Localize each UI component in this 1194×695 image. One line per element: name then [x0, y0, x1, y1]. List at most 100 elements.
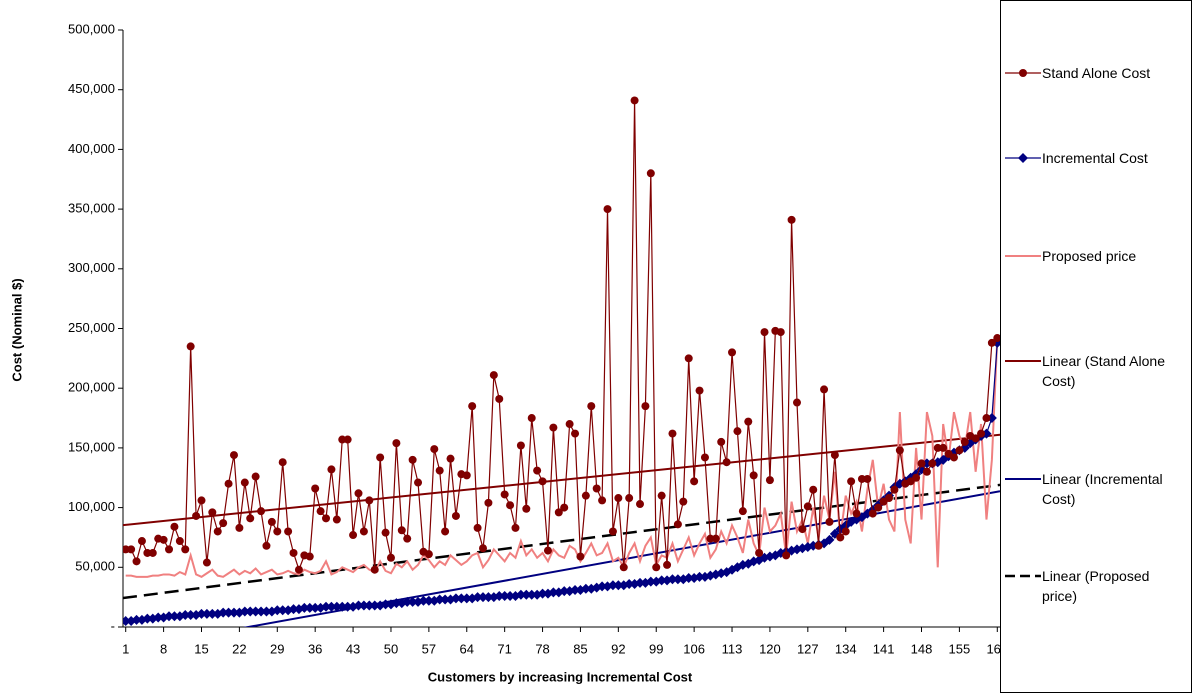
point	[359, 527, 368, 536]
x-tick-label: 50	[384, 641, 398, 656]
point	[311, 484, 320, 493]
point	[722, 458, 731, 467]
point	[982, 414, 991, 423]
point	[825, 517, 834, 526]
point	[451, 511, 460, 520]
plot-area	[123, 96, 1000, 627]
point	[165, 545, 174, 554]
point	[559, 586, 570, 597]
point	[424, 550, 433, 559]
point	[489, 371, 498, 380]
point	[656, 575, 667, 586]
trendline	[123, 433, 1000, 527]
legend-swatch	[1005, 574, 1041, 578]
point	[598, 496, 607, 505]
x-axis-title: Customers by increasing Incremental Cost	[428, 669, 693, 684]
point	[917, 459, 926, 468]
point	[483, 592, 494, 603]
point	[473, 523, 482, 532]
point	[549, 423, 558, 432]
point	[299, 602, 310, 613]
y-tick-label: 450,000	[68, 81, 115, 96]
point	[316, 507, 325, 516]
x-tick-label: 22	[232, 641, 246, 656]
point	[830, 451, 839, 460]
x-tick-label: 85	[573, 641, 587, 656]
point	[993, 334, 1000, 343]
point	[196, 608, 207, 619]
legend-swatch	[1005, 69, 1041, 77]
point	[370, 565, 379, 574]
legend-swatch	[1005, 360, 1041, 362]
point	[186, 342, 195, 351]
point	[376, 453, 385, 462]
point	[272, 605, 283, 616]
point	[695, 386, 704, 395]
point	[262, 541, 271, 550]
y-tick-label: 400,000	[68, 141, 115, 156]
point	[164, 611, 175, 622]
point	[728, 348, 737, 357]
x-tick-label: 155	[949, 641, 971, 656]
point	[294, 565, 303, 574]
point	[175, 537, 184, 546]
point	[798, 525, 807, 534]
point	[484, 498, 493, 507]
point	[434, 594, 445, 605]
point	[641, 402, 650, 411]
point	[537, 588, 548, 599]
y-axis-title: Cost (Nominal $)	[9, 278, 24, 381]
point	[288, 604, 299, 615]
point	[240, 478, 249, 487]
legend-marker	[1018, 153, 1028, 163]
point	[127, 545, 136, 554]
point	[580, 583, 591, 594]
point	[332, 515, 341, 524]
point	[450, 593, 461, 604]
point	[365, 496, 374, 505]
point	[267, 517, 276, 526]
point	[613, 580, 624, 591]
point	[456, 593, 467, 604]
x-tick-label: 148	[911, 641, 933, 656]
point	[245, 606, 256, 617]
series-line	[125, 338, 999, 578]
point	[607, 580, 618, 591]
point	[765, 476, 774, 485]
point	[630, 96, 639, 105]
point	[369, 600, 380, 611]
x-tick-label: 120	[759, 641, 781, 656]
x-tick-label: 134	[835, 641, 857, 656]
point	[570, 584, 581, 595]
point	[273, 527, 282, 536]
point	[479, 544, 488, 553]
point	[645, 576, 656, 587]
point	[218, 607, 229, 618]
point	[603, 205, 612, 214]
point	[673, 520, 682, 529]
point	[955, 446, 964, 455]
legend-marker	[1019, 69, 1027, 77]
point	[213, 527, 222, 536]
point	[261, 606, 272, 617]
trendline	[123, 483, 1000, 600]
point	[847, 477, 856, 486]
point	[349, 531, 358, 540]
y-tick-label: 100,000	[68, 499, 115, 514]
point	[423, 595, 434, 606]
point	[202, 558, 211, 567]
x-tick-label: 127	[797, 641, 819, 656]
point	[153, 612, 164, 623]
x-tick-label: 71	[497, 641, 511, 656]
point	[874, 503, 883, 512]
point	[219, 519, 228, 528]
point	[543, 546, 552, 555]
point	[634, 577, 645, 588]
point	[251, 472, 260, 481]
point	[435, 466, 444, 475]
point	[192, 511, 201, 520]
point	[381, 528, 390, 537]
point	[733, 427, 742, 436]
point	[364, 600, 375, 611]
